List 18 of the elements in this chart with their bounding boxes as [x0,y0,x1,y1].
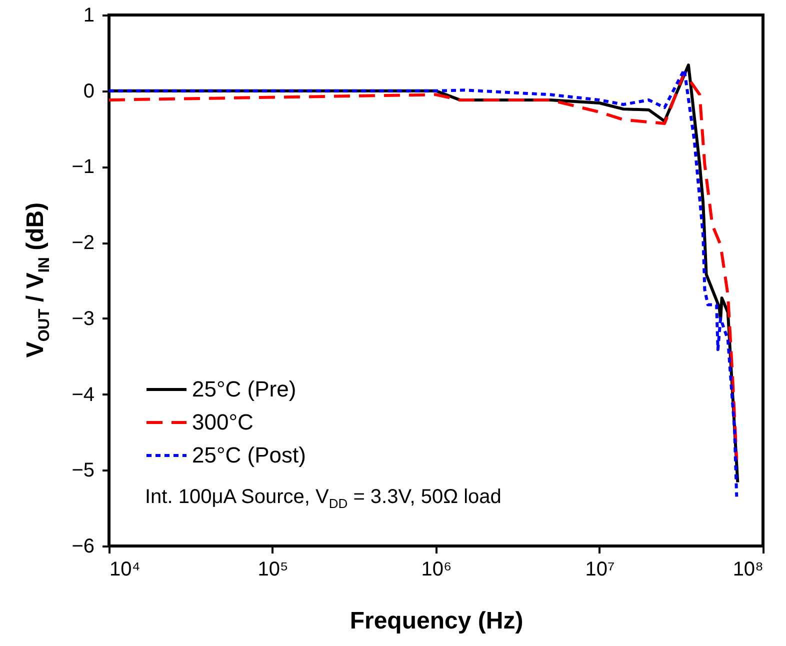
x-tick-label: 10⁵ [258,558,288,580]
y-tick-label: −3 [72,308,94,330]
x-tick-label: 10⁴ [110,558,140,580]
legend-label: 300°C [192,410,254,434]
annotation: Int. 100μA Source, V$_{DD}$ = 3.3V, 50Ω load [145,486,502,511]
x-tick-label: 10⁶ [421,558,452,580]
y-tick-label: −6 [72,536,94,558]
y-tick-label: −4 [72,384,94,406]
y-tick-label: 0 [83,80,94,102]
legend-label: 25°C (Post) [192,442,306,468]
y-tick-label: −5 [72,460,94,482]
y-tick-label: −2 [72,232,94,254]
x-axis-title: Frequency (Hz) [350,608,524,634]
x-tick-label: 10⁷ [585,558,615,580]
y-tick-label: 1 [83,4,94,26]
legend-label: 25°C (Pre) [192,376,296,402]
x-tick-label: 10⁸ [732,558,764,580]
y-tick-label: −1 [72,156,94,178]
